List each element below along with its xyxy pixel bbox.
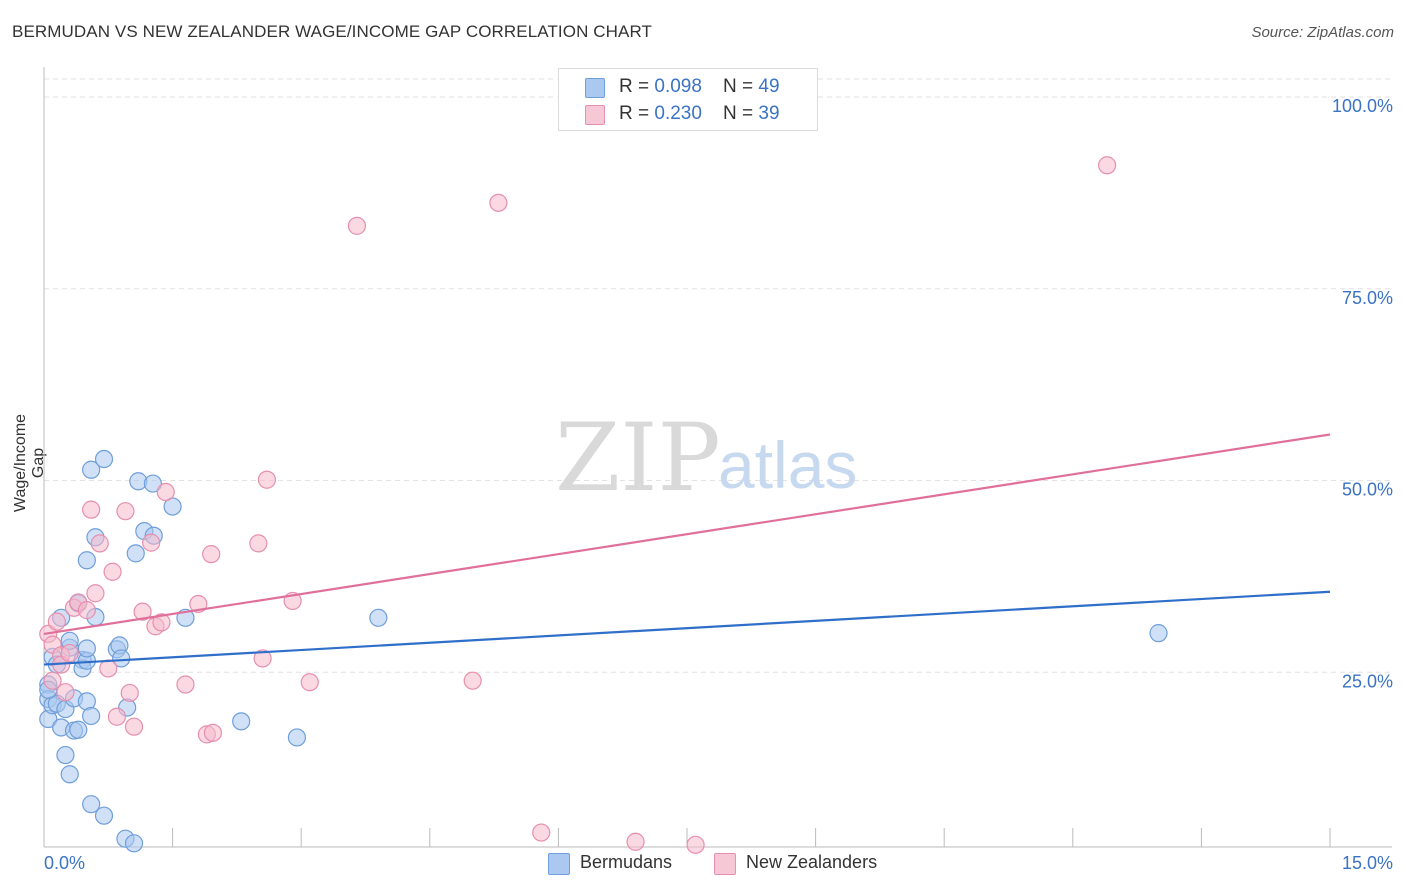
new-zealander-point	[463, 671, 482, 690]
new-zealander-point	[43, 671, 62, 690]
new-zealander-point	[347, 216, 367, 235]
bermudan-point	[69, 720, 88, 739]
bermudan-point	[163, 497, 182, 516]
tick-labels: 25.0% 50.0% 75.0% 100.0% 0.0% 15.0%	[44, 96, 1393, 873]
y-tick-label: 50.0%	[1342, 480, 1393, 500]
legend-label: New Zealanders	[746, 852, 878, 872]
new-zealander-point	[686, 835, 705, 854]
n-value: 49	[758, 76, 780, 97]
correlation-legend: R = 0.098 N = 49 R = 0.230 N = 39	[558, 68, 818, 131]
bermudan-point	[77, 639, 96, 658]
new-zealander-point	[56, 683, 75, 702]
new-zealander-point	[253, 649, 272, 668]
new-zealander-point	[82, 500, 101, 519]
x-tick-label: 15.0%	[1342, 853, 1393, 873]
pink-swatch	[714, 853, 736, 875]
new-zealander-point	[176, 675, 195, 694]
n-value: 39	[758, 103, 780, 124]
n-label: N =	[723, 76, 759, 97]
new-zealander-point	[107, 707, 126, 726]
new-zealander-point	[626, 832, 645, 851]
source-credit: Source: ZipAtlas.com	[1251, 24, 1394, 41]
bermudan-point	[56, 745, 75, 765]
blue-swatch	[548, 853, 570, 875]
new-zealander-point	[1097, 156, 1117, 175]
new-zealander-trend-line	[43, 433, 1331, 635]
bermudan-point	[143, 474, 162, 493]
r-value: 0.230	[654, 103, 702, 124]
new-zealander-point	[202, 545, 221, 564]
new-zealander-point	[203, 723, 222, 742]
new-zealander-point	[103, 562, 122, 581]
new-zealander-point	[116, 502, 135, 521]
new-zealander-point	[152, 613, 171, 632]
new-zealander-point	[532, 823, 551, 842]
new-zealander-point	[120, 683, 139, 703]
new-zealander-point	[86, 584, 105, 603]
bermudan-point	[126, 544, 145, 563]
gridlines	[44, 78, 1392, 673]
new-zealander-point	[90, 534, 109, 553]
chart-title: BERMUDAN VS NEW ZEALANDER WAGE/INCOME GA…	[12, 22, 653, 41]
bermudan-point	[1149, 624, 1168, 643]
new-zealander-point	[142, 533, 161, 552]
bermudan-trend-line	[43, 590, 1331, 666]
n-label: N =	[723, 103, 759, 124]
r-label: R =	[619, 76, 655, 97]
bermudan-point	[82, 795, 101, 814]
new-zealander-point	[99, 659, 118, 678]
watermark: ZIP atlas	[555, 404, 857, 513]
pink-swatch	[585, 105, 605, 125]
bermudan-point	[77, 551, 96, 570]
bermudan-point	[112, 649, 131, 668]
new-zealander-point	[156, 482, 175, 502]
r-label: R =	[619, 103, 655, 124]
bermudan-point	[94, 449, 114, 469]
y-tick-label: 75.0%	[1342, 288, 1393, 308]
new-zealander-point	[133, 602, 152, 621]
bermudan-point	[82, 460, 101, 479]
new-zealander-point	[257, 470, 277, 489]
y-tick-label: 25.0%	[1342, 671, 1393, 691]
new-zealander-point	[47, 612, 66, 631]
bermudan-point	[232, 712, 251, 731]
bermudan-point	[369, 608, 388, 627]
data-points	[39, 156, 1168, 854]
blue-swatch	[585, 78, 605, 98]
watermark-zip: ZIP	[555, 404, 721, 513]
legend-label: Bermudans	[580, 852, 673, 872]
new-zealander-point	[300, 673, 319, 692]
bermudan-point	[82, 706, 101, 726]
new-zealander-point	[249, 534, 268, 553]
bermudan-point	[60, 765, 79, 784]
r-value: 0.098	[654, 76, 702, 97]
bermudan-point	[94, 806, 114, 825]
watermark-atlas: atlas	[718, 428, 857, 502]
new-zealander-point	[124, 717, 144, 736]
bermudan-point	[287, 728, 307, 747]
x-tick-label: 0.0%	[44, 853, 85, 873]
bermudan-point	[124, 834, 144, 853]
y-tick-label: 100.0%	[1332, 96, 1393, 116]
new-zealander-point	[60, 643, 79, 663]
new-zealander-point	[489, 193, 508, 212]
new-zealander-point	[77, 601, 96, 620]
trend-lines	[43, 433, 1331, 666]
